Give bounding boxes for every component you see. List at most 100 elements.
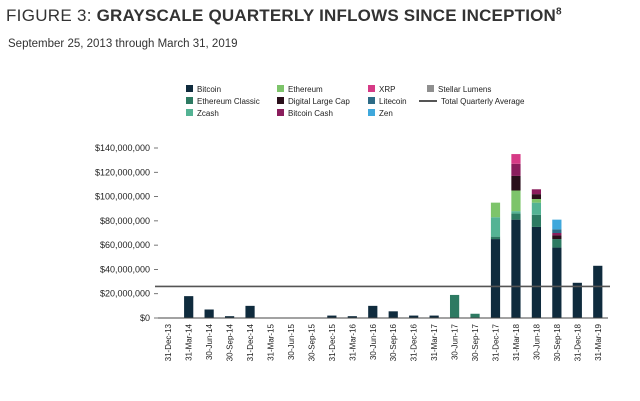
bar-segment xyxy=(511,213,521,220)
bar-segment xyxy=(490,202,501,218)
bar-segment xyxy=(552,247,562,318)
legend-item: Stellar Lumens xyxy=(427,85,491,94)
y-tick-label: $0 xyxy=(140,313,150,323)
x-tick-label: 30-Sep-17 xyxy=(471,323,480,361)
bar-segment xyxy=(511,154,521,164)
bar-segment xyxy=(347,316,357,318)
legend-swatch xyxy=(368,97,375,104)
bar-segment xyxy=(511,190,521,212)
legend-item: Bitcoin Cash xyxy=(277,109,333,118)
x-tick-label: 31-Dec-13 xyxy=(164,323,173,361)
x-tick-label: 31-Mar-15 xyxy=(267,323,276,360)
legend-swatch xyxy=(368,85,375,92)
bar-segment xyxy=(531,214,542,227)
x-tick-label: 31-Dec-18 xyxy=(573,323,582,361)
x-tick-label: 30-Jun-14 xyxy=(205,323,214,360)
bar-segment xyxy=(470,313,480,318)
bar-segment xyxy=(327,315,337,318)
legend-swatch xyxy=(368,109,375,116)
legend-item: Bitcoin xyxy=(186,85,221,94)
legend-label: Bitcoin Cash xyxy=(288,109,333,118)
x-tick-label: 31-Mar-17 xyxy=(430,323,439,360)
x-tick-label: 31-Dec-17 xyxy=(492,323,501,361)
x-tick-label: 30-Jun-15 xyxy=(287,323,296,360)
bar-segment xyxy=(552,235,562,240)
bar-segment xyxy=(531,202,542,215)
bars-area xyxy=(184,154,603,318)
legend-item: Zcash xyxy=(186,109,219,118)
bar-segment xyxy=(531,226,542,318)
legend-label: Zcash xyxy=(197,109,219,118)
bar-segment xyxy=(531,194,542,199)
legend-swatch xyxy=(277,109,284,116)
bar-segment xyxy=(409,315,419,318)
bar-segment xyxy=(511,211,521,214)
y-tick-label: $100,000,000 xyxy=(95,192,150,202)
legend-swatch xyxy=(277,97,284,104)
legend-swatch xyxy=(427,85,434,92)
chart-legend: Bitcoin Ethereum XRP Stellar Lumens Ethereum… xyxy=(186,85,525,118)
legend-label: Zen xyxy=(379,109,393,118)
x-tick-label: 31-Mar-18 xyxy=(512,323,521,360)
chart-title: GRAYSCALE QUARTERLY INFLOWS SINCE INCEPT… xyxy=(96,6,557,25)
x-tick-label: 30-Sep-18 xyxy=(553,323,562,361)
bar-segment xyxy=(552,233,562,236)
chart-subtitle: September 25, 2013 through March 31, 201… xyxy=(8,38,238,50)
x-tick-label: 30-Sep-16 xyxy=(389,323,398,361)
x-tick-label: 30-Sep-14 xyxy=(226,323,235,361)
figure-number: FIGURE 3: xyxy=(6,6,92,25)
legend-label: Bitcoin xyxy=(197,85,221,94)
x-tick-label: 31-Mar-16 xyxy=(348,323,357,360)
bar-segment xyxy=(552,229,562,233)
bar-segment xyxy=(531,199,542,203)
bar-segment xyxy=(490,217,501,237)
bar-segment xyxy=(449,294,460,318)
legend-item: Total Quarterly Average xyxy=(419,97,525,106)
bar-segment xyxy=(368,305,378,318)
legend-label: Digital Large Cap xyxy=(288,97,350,106)
y-tick-label: $120,000,000 xyxy=(95,167,150,177)
y-axis: $0 $20,000,000 $40,000,000 $60,000,000 $80,0… xyxy=(95,143,158,323)
legend-item: Zen xyxy=(368,109,393,118)
x-tick-label: 30-Jun-18 xyxy=(532,323,541,360)
y-tick-label: $40,000,000 xyxy=(100,264,150,274)
bar-segment xyxy=(511,163,521,176)
y-tick-label: $80,000,000 xyxy=(100,216,150,226)
x-tick-label: 30-Jun-16 xyxy=(369,323,378,360)
legend-swatch xyxy=(186,97,193,104)
bar-segment xyxy=(429,315,439,318)
bar-segment xyxy=(224,316,235,318)
legend-item: Ethereum xyxy=(277,85,323,94)
x-tick-label: 31-Mar-14 xyxy=(185,323,194,360)
x-tick-label: 31-Dec-14 xyxy=(246,323,255,361)
x-tick-label: 30-Jun-17 xyxy=(451,323,460,360)
x-axis: 31-Dec-13 31-Mar-14 30-Jun-14 30-Sep-14 31-D… xyxy=(158,317,608,361)
bar-segment xyxy=(552,239,562,248)
figure-title: FIGURE 3: GRAYSCALE QUARTERLY INFLOWS SI… xyxy=(6,6,562,26)
legend-label: Ethereum Classic xyxy=(197,97,260,106)
x-tick-label: 31-Dec-16 xyxy=(410,323,419,361)
x-tick-label: 31-Dec-15 xyxy=(328,323,337,361)
bar-segment xyxy=(572,282,582,318)
legend-item: Litecoin xyxy=(368,97,407,106)
bar-segment xyxy=(184,296,194,318)
bar-segment xyxy=(245,305,255,318)
legend-item: Ethereum Classic xyxy=(186,97,260,106)
legend-item: XRP xyxy=(368,85,395,94)
legend-label: Ethereum xyxy=(288,85,323,94)
y-tick-label: $20,000,000 xyxy=(100,289,150,299)
bar-segment xyxy=(552,219,562,230)
legend-label: Stellar Lumens xyxy=(438,85,491,94)
bar-segment xyxy=(593,265,603,318)
x-tick-label: 30-Sep-15 xyxy=(307,323,316,361)
bar-segment xyxy=(511,219,521,318)
bar-segment xyxy=(490,236,501,240)
title-footnote: 8 xyxy=(556,6,562,18)
legend-label: XRP xyxy=(379,85,395,94)
legend-swatch xyxy=(186,85,193,92)
legend-swatch xyxy=(277,85,284,92)
y-tick-label: $140,000,000 xyxy=(95,143,150,153)
legend-label: Total Quarterly Average xyxy=(441,97,525,106)
legend-swatch xyxy=(186,109,193,116)
